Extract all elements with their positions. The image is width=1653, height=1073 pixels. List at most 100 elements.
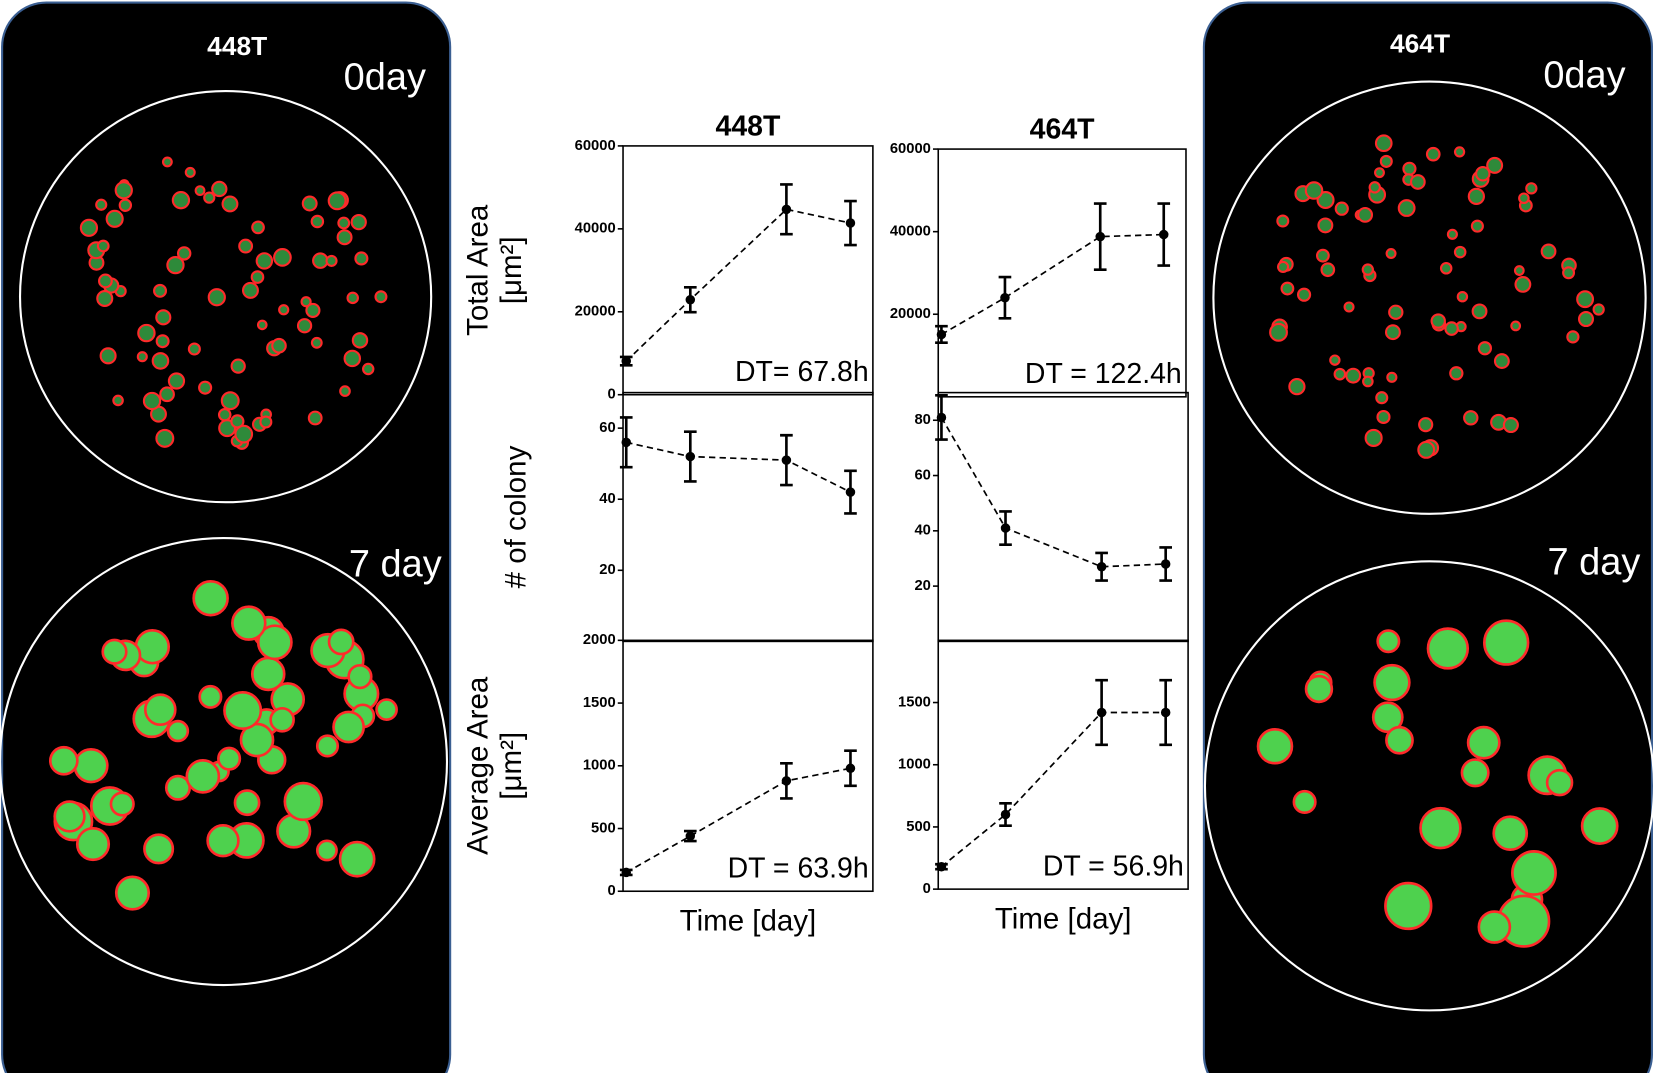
data-line: [626, 441, 851, 493]
colony: [315, 839, 338, 862]
colony: [206, 824, 240, 858]
colony: [153, 283, 168, 298]
colony: [136, 351, 148, 363]
colony: [1320, 262, 1336, 278]
colony: [1426, 627, 1470, 670]
colony: [105, 209, 124, 228]
colony: [109, 791, 135, 817]
colony: [1374, 167, 1385, 179]
well: [1212, 80, 1647, 515]
colony: [1477, 341, 1493, 356]
colony: [1385, 725, 1414, 755]
data-line: [625, 767, 851, 874]
colony: [155, 309, 172, 326]
colony: [1502, 416, 1519, 434]
annotation: DT = 63.9h: [728, 853, 869, 885]
colony: [114, 181, 133, 200]
colony: [1453, 245, 1467, 259]
colony: [310, 214, 325, 229]
colony: [339, 385, 351, 397]
colony: [1425, 146, 1441, 162]
colony: [1288, 378, 1306, 396]
colony: [1577, 311, 1595, 328]
colony: [1375, 391, 1389, 405]
data-point: [685, 295, 696, 305]
colony: [1357, 206, 1374, 223]
data-point: [1000, 523, 1011, 533]
colony: [112, 394, 124, 407]
y-tick-label: 1500: [898, 694, 931, 710]
chart-title: 464T: [1030, 114, 1095, 146]
colony: [1580, 807, 1619, 845]
colony: [234, 424, 254, 444]
colony: [48, 745, 79, 776]
y-tick-label: 60: [914, 467, 930, 483]
colony: [250, 270, 265, 284]
data-line: [941, 233, 1164, 336]
colony: [271, 337, 287, 354]
colony: [1361, 263, 1374, 276]
colony: [1430, 313, 1446, 329]
colony: [143, 833, 175, 865]
colony: [374, 290, 388, 304]
colony: [336, 229, 353, 246]
colony: [176, 246, 192, 261]
colony: [1511, 850, 1557, 896]
colony: [1453, 146, 1466, 158]
data-line: [940, 711, 1166, 868]
colony: [351, 332, 369, 349]
colony: [220, 391, 240, 411]
data-point: [621, 356, 631, 366]
colony: [167, 372, 186, 390]
y-tick-label: 500: [906, 819, 931, 835]
colony: [192, 579, 229, 617]
annotation: DT= 67.8h: [735, 356, 869, 388]
colony: [184, 166, 196, 178]
colony: [332, 710, 365, 744]
colony: [1345, 367, 1362, 384]
colony: [96, 289, 114, 308]
colony: [1316, 190, 1335, 210]
data-point: [1096, 562, 1107, 572]
colony: [187, 342, 201, 356]
y-axis-label: [μm²]: [495, 732, 528, 800]
colony: [198, 380, 213, 395]
colony: [1376, 629, 1401, 654]
plot-frame: [622, 391, 874, 643]
y-axis-label: Average Area: [461, 676, 494, 855]
colony: [75, 827, 111, 862]
colony: [73, 748, 109, 784]
colony: [1317, 217, 1334, 234]
y-tick-label: 20: [599, 562, 615, 578]
colony: [1510, 320, 1522, 332]
time-label: 7 day: [1548, 541, 1641, 583]
colony: [1409, 174, 1426, 190]
time-label: 0day: [344, 57, 426, 99]
colony: [1304, 181, 1324, 200]
y-tick-label: 60000: [575, 138, 616, 154]
data-point: [936, 329, 947, 340]
colony: [315, 734, 340, 758]
colony: [1304, 674, 1334, 704]
y-tick-label: 80: [914, 412, 930, 428]
colony: [347, 663, 373, 690]
data-point: [781, 776, 792, 786]
colony: [256, 319, 268, 331]
colony: [1483, 619, 1530, 666]
colony: [1384, 881, 1433, 931]
colony: [1477, 910, 1512, 944]
colony: [1456, 290, 1469, 303]
colony: [96, 239, 110, 253]
colony: [171, 191, 191, 210]
y-tick-label: 1000: [898, 757, 931, 773]
colony: [1470, 219, 1484, 233]
colony: [143, 693, 177, 726]
time-label: 7 day: [349, 544, 442, 586]
colony: [1439, 262, 1453, 275]
data-point: [621, 437, 631, 448]
colony: [161, 156, 173, 168]
y-tick-label: 40: [599, 491, 615, 507]
